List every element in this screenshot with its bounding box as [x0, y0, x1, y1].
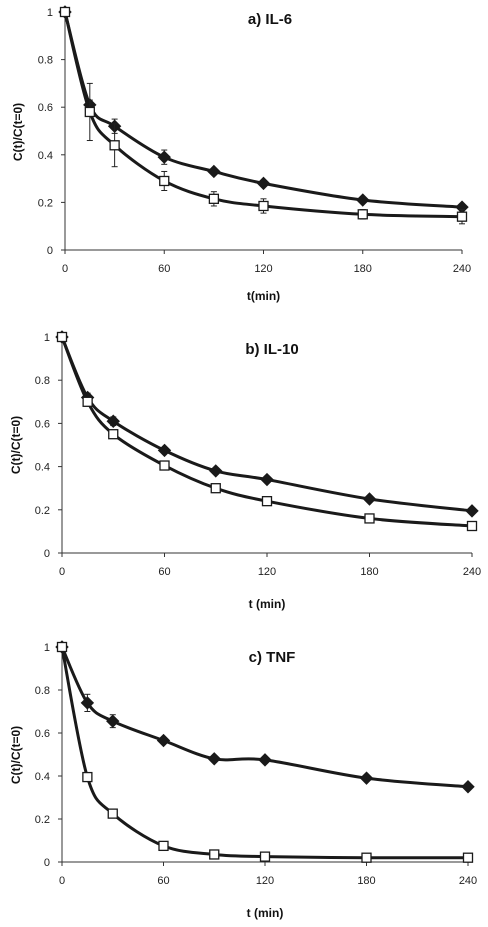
chart-title: a) IL-6 — [248, 11, 292, 28]
data-point-square — [361, 852, 372, 863]
y-tick-label: 0.6 — [35, 728, 50, 740]
data-point-diamond — [260, 472, 274, 487]
data-point-square — [357, 209, 368, 220]
series-1-filled-diamond — [55, 330, 479, 518]
x-tick-label: 120 — [254, 263, 272, 275]
y-tick-label: 0.6 — [35, 418, 50, 430]
data-point-square — [259, 851, 271, 862]
data-point-diamond — [258, 753, 272, 767]
data-point-diamond — [359, 771, 374, 785]
data-point-square — [158, 840, 169, 852]
data-point-square — [82, 771, 93, 783]
data-point-square — [108, 429, 119, 440]
data-point-diamond — [461, 780, 475, 794]
data-point-square — [208, 193, 220, 204]
x-tick-label: 240 — [453, 263, 471, 275]
x-tick-label: 120 — [258, 566, 276, 578]
data-point-diamond — [256, 176, 271, 191]
y-tick-label: 0.8 — [38, 55, 53, 67]
y-tick-label: 0.6 — [38, 102, 53, 114]
data-point-square — [59, 6, 71, 18]
data-point-diamond — [157, 150, 171, 164]
data-point-square — [84, 106, 95, 118]
y-tick-label: 0.4 — [35, 462, 50, 474]
series-line — [60, 646, 469, 860]
y-tick-label: 0.2 — [35, 505, 50, 517]
x-tick-label: 0 — [62, 263, 68, 275]
y-tick-label: 0 — [44, 548, 50, 560]
data-point-diamond — [465, 504, 479, 518]
data-point-diamond — [106, 414, 120, 428]
series-1-filled-diamond — [58, 5, 469, 214]
data-point-diamond — [106, 714, 120, 728]
y-tick-label: 0.2 — [35, 814, 50, 826]
data-point-square — [56, 331, 68, 343]
chart-panel-3: 0 0.2 0.4 0.6 0.8 1 0 60 120 180 240 c) TNF t (min) C… — [9, 640, 477, 920]
data-point-square — [56, 641, 68, 653]
data-point-diamond — [209, 464, 223, 478]
x-tick-label: 60 — [158, 263, 170, 275]
series-2-open-square — [56, 331, 478, 532]
series-2-open-square — [59, 6, 468, 225]
data-point-diamond — [356, 193, 370, 207]
data-point-square — [210, 483, 221, 494]
y-tick-label: 0.2 — [38, 197, 53, 209]
x-tick-label: 240 — [463, 566, 481, 578]
data-point-square — [261, 496, 273, 507]
data-point-square — [209, 849, 220, 860]
chart-panel-1: 0 0.2 0.4 0.6 0.8 1 0 60 120 180 240 a) IL-6 t(min) C… — [11, 5, 471, 303]
x-tick-label: 0 — [59, 566, 65, 578]
y-tick-label: 0 — [44, 857, 50, 869]
data-point-diamond — [156, 733, 171, 748]
x-tick-label: 180 — [354, 263, 372, 275]
data-point-square — [456, 211, 468, 222]
x-axis-label: t (min) — [247, 906, 284, 920]
x-tick-label: 0 — [59, 875, 65, 887]
x-tick-label: 240 — [459, 875, 477, 887]
data-point-diamond — [207, 164, 221, 179]
y-tick-label: 0.4 — [35, 771, 50, 783]
data-point-diamond — [80, 696, 95, 710]
chart-panel-2: 0 0.2 0.4 0.6 0.8 1 0 60 120 180 240 b) IL-10 t (min… — [9, 330, 481, 611]
data-point-square — [107, 808, 118, 819]
data-point-diamond — [157, 443, 172, 458]
data-point-square — [462, 852, 474, 863]
x-tick-label: 60 — [157, 875, 169, 887]
x-tick-label: 180 — [360, 566, 378, 578]
x-tick-label: 180 — [357, 875, 375, 887]
y-axis-label: C(t)/C(t=0) — [9, 416, 23, 474]
data-point-diamond — [207, 752, 221, 766]
y-tick-label: 1 — [44, 642, 50, 654]
y-axis-label: C(t)/C(t=0) — [9, 726, 23, 784]
data-point-square — [82, 396, 93, 407]
x-tick-label: 60 — [158, 566, 170, 578]
y-tick-label: 1 — [47, 7, 53, 19]
y-tick-label: 0 — [47, 245, 53, 257]
series-2-open-square — [56, 641, 474, 863]
x-tick-label: 120 — [256, 875, 274, 887]
data-point-square — [109, 140, 120, 151]
data-point-square — [159, 460, 170, 471]
data-point-square — [466, 520, 478, 532]
y-tick-label: 0.8 — [35, 375, 50, 387]
y-tick-label: 0.4 — [38, 150, 53, 162]
data-point-square — [364, 513, 375, 524]
x-axis-label: t(min) — [247, 289, 280, 303]
y-tick-label: 1 — [44, 332, 50, 344]
data-point-diamond — [362, 492, 377, 506]
y-tick-label: 0.8 — [35, 685, 50, 697]
data-point-square — [159, 175, 170, 187]
data-point-square — [258, 200, 269, 212]
chart-title: c) TNF — [249, 649, 296, 666]
y-axis-label: C(t)/C(t=0) — [11, 103, 25, 161]
chart-title: b) IL-10 — [245, 341, 298, 358]
x-axis-label: t (min) — [249, 597, 286, 611]
